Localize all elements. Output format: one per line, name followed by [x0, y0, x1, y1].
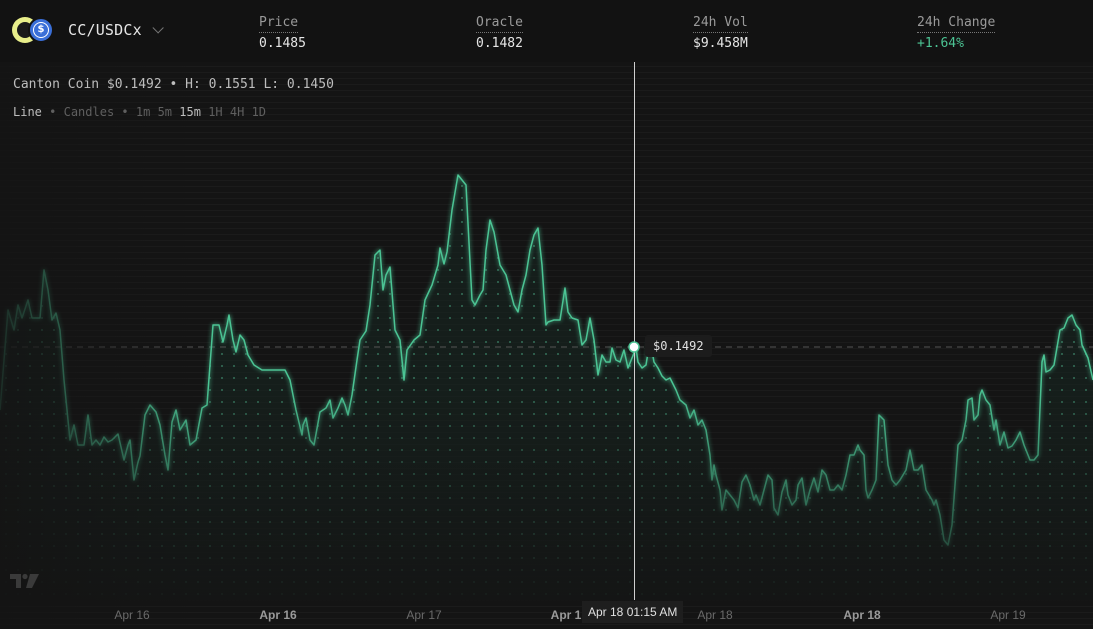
x-axis-label: Apr 16 — [259, 608, 297, 622]
interval-1m[interactable]: 1m — [135, 105, 151, 119]
stat-change: 24h Change +1.64% — [917, 11, 996, 51]
stat-value: +1.64% — [917, 36, 964, 51]
tradingview-logo-icon[interactable] — [10, 573, 40, 589]
interval-1h[interactable]: 1H — [208, 105, 223, 119]
x-axis-label: Apr 17 — [406, 608, 442, 622]
crosshair-time-label: Apr 18 01:15 AM — [582, 601, 684, 623]
pair-selector[interactable]: $ CC/USDCx — [12, 14, 164, 46]
stat-value: $9.458M — [693, 36, 748, 51]
x-axis-label: Apr 18 — [843, 608, 881, 622]
stat-value: 0.1485 — [259, 36, 306, 51]
x-axis-label: Apr 16 — [114, 608, 150, 622]
pair-logos: $ — [12, 14, 56, 46]
market-header: $ CC/USDCx Price 0.1485 Oracle 0.1482 24… — [0, 0, 1093, 62]
stat-label[interactable]: 24h Vol — [693, 15, 748, 33]
stat-oracle: Oracle 0.1482 — [476, 11, 523, 51]
stat-price: Price 0.1485 — [259, 11, 306, 51]
price-chart[interactable]: Canton Coin $0.1492 • H: 0.1551 L: 0.145… — [0, 62, 1093, 629]
x-axis-label: Apr 19 — [990, 608, 1026, 622]
interval-15m[interactable]: 15m — [179, 105, 201, 119]
chevron-down-icon[interactable] — [152, 22, 164, 34]
x-axis-label: Apr 1 — [550, 608, 582, 622]
stat-label[interactable]: 24h Change — [917, 15, 996, 33]
separator-dot: • — [49, 105, 57, 119]
stat-value: 0.1482 — [476, 36, 523, 51]
separator-dot: • — [121, 105, 129, 119]
chart-type-candles[interactable]: Candles — [63, 105, 115, 119]
interval-5m[interactable]: 5m — [157, 105, 173, 119]
interval-1d[interactable]: 1D — [251, 105, 267, 119]
x-axis-label: Apr 18 — [697, 608, 733, 622]
chart-canvas[interactable] — [0, 62, 1093, 629]
crosshair-point — [628, 341, 640, 353]
chart-type-line[interactable]: Line — [13, 105, 42, 119]
crosshair-price-label: $0.1492 — [645, 335, 712, 357]
usdc-icon: $ — [28, 17, 54, 43]
stat-label[interactable]: Price — [259, 15, 299, 33]
stat-label[interactable]: Oracle — [476, 15, 523, 33]
pair-name: CC/USDCx — [68, 21, 142, 39]
stat-volume: 24h Vol $9.458M — [693, 11, 748, 51]
chart-controls: Line • Candles • 1m 5m 15m 1H 4H 1D — [13, 105, 266, 119]
interval-4h[interactable]: 4H — [229, 105, 245, 119]
chart-legend: Canton Coin $0.1492 • H: 0.1551 L: 0.145… — [13, 77, 334, 92]
